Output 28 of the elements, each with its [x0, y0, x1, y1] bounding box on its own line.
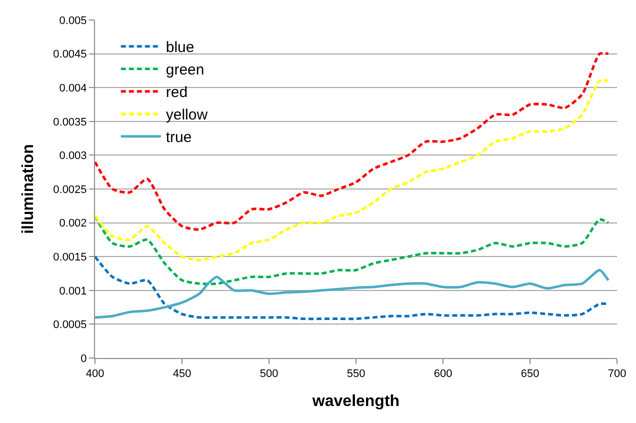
y-tick-label: 0.0005 — [53, 319, 87, 332]
x-axis-title: wavelength — [311, 392, 400, 410]
y-tick-label: 0.0015 — [53, 251, 87, 264]
x-tick-label: 650 — [520, 368, 540, 380]
line-series — [95, 52, 610, 231]
y-tick-label: 0.0025 — [53, 184, 87, 196]
x-tick-label: 550 — [346, 368, 366, 380]
y-axis-title: illumination — [20, 144, 38, 234]
x-tick-label: 600 — [434, 368, 452, 380]
y-tick-label: 0.0035 — [53, 116, 87, 128]
y-tick-label: 0.005 — [59, 14, 87, 27]
y-tick-label: 0.004 — [59, 82, 87, 94]
x-tick-label: 450 — [172, 368, 192, 380]
y-tick-label: 0.001 — [59, 285, 87, 298]
y-tick-label: 0.002 — [59, 218, 87, 230]
legend-label: red — [166, 84, 188, 102]
legend-label: green — [166, 62, 204, 79]
legend-label: true — [166, 129, 192, 146]
y-tick-label: 0 — [80, 352, 87, 365]
x-tick-label: 700 — [608, 368, 626, 380]
line-series — [95, 268, 610, 319]
legend-label: yellow — [166, 106, 208, 124]
y-tick-label: 0.003 — [59, 150, 87, 162]
y-tick-label: 0.0045 — [53, 48, 87, 61]
x-tick-label: 500 — [260, 368, 278, 380]
x-tick-label: 400 — [86, 368, 104, 380]
legend-label: blue — [166, 39, 194, 56]
line-series — [95, 79, 610, 262]
